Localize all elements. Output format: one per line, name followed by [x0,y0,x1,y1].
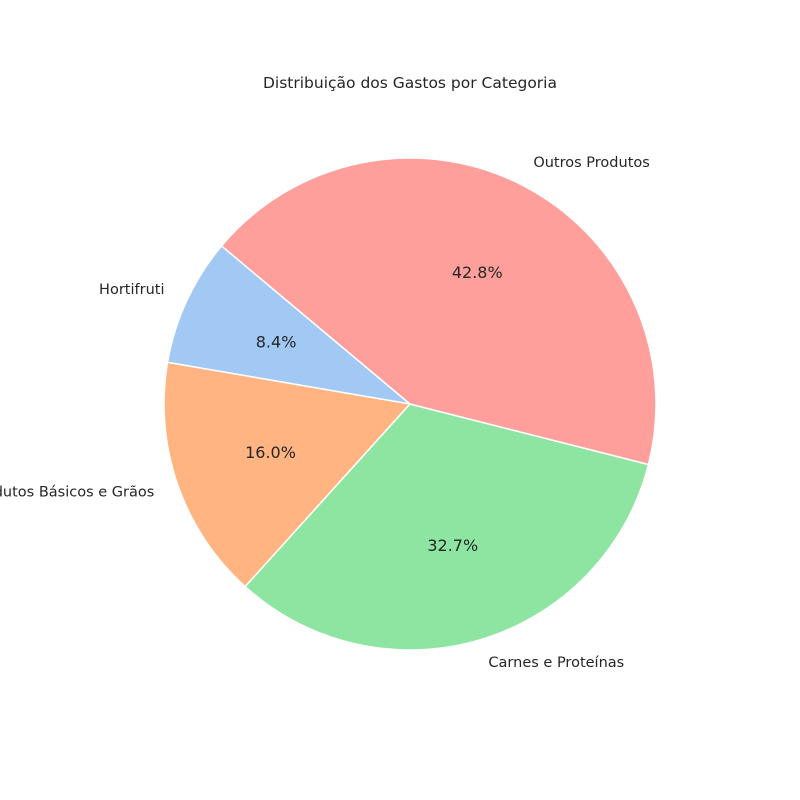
pie-slices [163,157,657,651]
chart-title: Distribuição dos Gastos por Categoria [263,74,557,92]
pie-slice-hortifruti [166,244,413,406]
pie-slice-produtos-basicos-e-graos [163,361,412,588]
slice-label-produtos-basicos-e-graos: Produtos Básicos e Grãos [0,485,154,501]
slice-label-outros-produtos: Outros Produtos [533,155,649,171]
slice-percent-carnes-e-proteinas: 32.7% [427,536,478,555]
slice-label-carnes-e-proteinas: Carnes e Proteínas [488,655,624,671]
slice-label-hortifruti: Hortifruti [99,282,164,298]
pie-slice-carnes-e-proteinas [244,403,650,651]
pie-slice-outros-produtos [220,157,657,466]
slice-percent-produtos-basicos-e-graos: 16.0% [245,443,296,462]
slice-percent-outros-produtos: 42.8% [452,263,503,282]
pie-labels: Hortifruti 8.4% Produtos Básicos e Grãos 16… [0,155,650,671]
slice-percent-hortifruti: 8.4% [256,332,297,351]
